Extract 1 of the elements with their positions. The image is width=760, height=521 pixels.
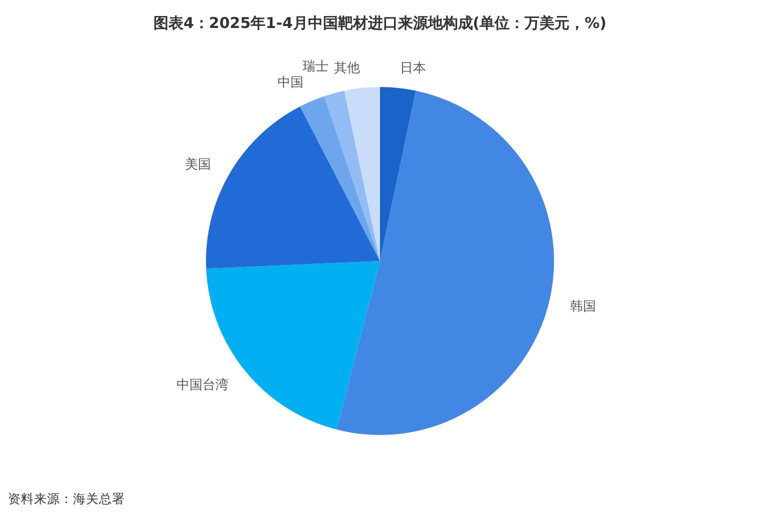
title: 图表4：2025年1-4月中国靶材进口来源地构成(单位：万美元，%)	[153, 14, 607, 32]
